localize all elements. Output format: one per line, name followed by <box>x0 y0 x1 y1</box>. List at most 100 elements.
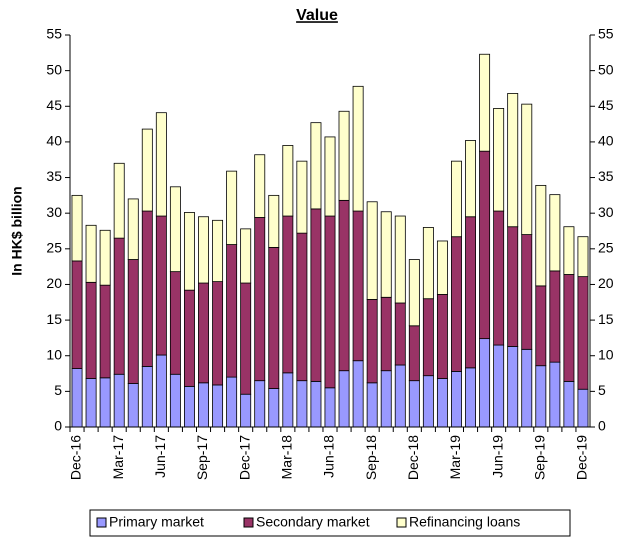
bar-segment <box>352 85 364 212</box>
bar-segment <box>113 162 125 239</box>
y-tick-label: 45 <box>46 97 62 113</box>
y-tick-label: 20 <box>46 275 62 291</box>
legend-label: Primary market <box>109 514 204 530</box>
bar-segment <box>493 210 505 346</box>
bar-segment <box>451 236 462 372</box>
bar-segment <box>127 383 139 428</box>
x-tick-label: Jun-19 <box>489 435 505 478</box>
bar-segment <box>465 367 476 428</box>
bar-segment <box>183 289 195 387</box>
x-tick-label: Mar-19 <box>447 435 463 480</box>
bar-segment <box>465 216 476 369</box>
bar-segment <box>310 380 322 428</box>
bar-segment <box>212 281 224 386</box>
y-tick-label: 5 <box>54 382 62 398</box>
bar-segment <box>155 215 167 356</box>
bar-segment <box>254 380 266 428</box>
bar-segment <box>169 373 181 428</box>
y-tick-label: 0 <box>54 418 62 434</box>
bar-segment <box>141 366 153 428</box>
bar-segment <box>507 93 519 228</box>
legend-box <box>89 509 571 537</box>
bar-segment <box>113 237 125 375</box>
bar-segment <box>366 299 378 384</box>
bar-segment <box>465 140 476 218</box>
bar-segment <box>127 198 139 260</box>
bar-segment <box>436 378 448 428</box>
y-tick-label: 35 <box>46 168 62 184</box>
bar-segment <box>338 370 350 428</box>
y-axis-label: In HK$ billion <box>9 186 25 275</box>
bar-segment <box>240 282 252 395</box>
bar-segment <box>226 376 238 428</box>
y2-tick-label: 45 <box>598 97 614 113</box>
bar-segment <box>324 387 336 428</box>
bar-segment <box>338 199 350 372</box>
bar-segment <box>155 354 167 428</box>
chart-title: Value <box>296 7 338 24</box>
bar-segment <box>71 194 83 262</box>
bar-segment <box>394 302 406 366</box>
y2-tick-label: 40 <box>598 133 614 149</box>
y2-tick-label: 55 <box>598 26 614 42</box>
bar-segment <box>198 282 209 384</box>
bar-segment <box>155 112 167 217</box>
bar-segment <box>563 274 575 382</box>
x-tick-label: Dec-19 <box>574 435 590 480</box>
bar-segment <box>422 375 434 428</box>
x-tick-label: Jun-18 <box>321 435 337 478</box>
bar-segment <box>282 145 294 217</box>
bar-segment <box>507 346 519 428</box>
bar-segment <box>296 160 308 234</box>
x-tick-label: Dec-16 <box>68 435 84 480</box>
bar-segment <box>479 53 491 152</box>
x-tick-label: Mar-18 <box>279 435 295 480</box>
bar-segment <box>183 385 195 428</box>
x-tick-label: Mar-17 <box>110 435 126 480</box>
bar-segment <box>451 371 462 428</box>
bar-segment <box>99 229 111 286</box>
bar-segment <box>535 285 547 367</box>
bar-segment <box>451 160 462 238</box>
bar-segment <box>268 194 280 248</box>
bar-segment <box>268 388 280 428</box>
bar-segment <box>479 150 491 340</box>
bar-segment <box>141 210 153 367</box>
bar-segment <box>394 215 406 304</box>
bar-segment <box>436 240 448 295</box>
bar-segment <box>282 372 294 428</box>
bar-segment <box>408 325 420 382</box>
bar-segment <box>521 348 533 428</box>
bar-segment <box>141 128 153 212</box>
bar-segment <box>310 208 322 382</box>
y2-tick-label: 10 <box>598 346 614 362</box>
bar-segment <box>549 361 561 428</box>
bar-segment <box>535 365 547 428</box>
legend-swatch <box>96 517 107 528</box>
legend-swatch <box>243 517 254 528</box>
bar-segment <box>198 216 209 284</box>
bar-segment <box>338 110 350 201</box>
bar-segment <box>183 212 195 291</box>
x-tick-label: Sep-18 <box>363 435 379 480</box>
y-tick-label: 15 <box>46 311 62 327</box>
y2-tick-label: 35 <box>598 168 614 184</box>
legend-label: Refinancing loans <box>409 514 520 530</box>
bar-segment <box>408 380 420 428</box>
bar-segment <box>85 224 97 283</box>
bar-segment <box>535 184 547 287</box>
bar-segment <box>169 186 181 273</box>
bar-segment <box>380 296 392 372</box>
y2-tick-label: 0 <box>598 418 606 434</box>
bar-segment <box>563 226 575 275</box>
bar-segment <box>85 281 97 379</box>
bar-segment <box>99 377 111 428</box>
bar-segment <box>113 373 125 428</box>
y2-tick-label: 20 <box>598 275 614 291</box>
bar-segment <box>521 103 533 235</box>
bar-segment <box>577 276 589 390</box>
bar-segment <box>226 170 238 245</box>
bar-segment <box>577 388 589 428</box>
bar-segment <box>324 215 336 389</box>
